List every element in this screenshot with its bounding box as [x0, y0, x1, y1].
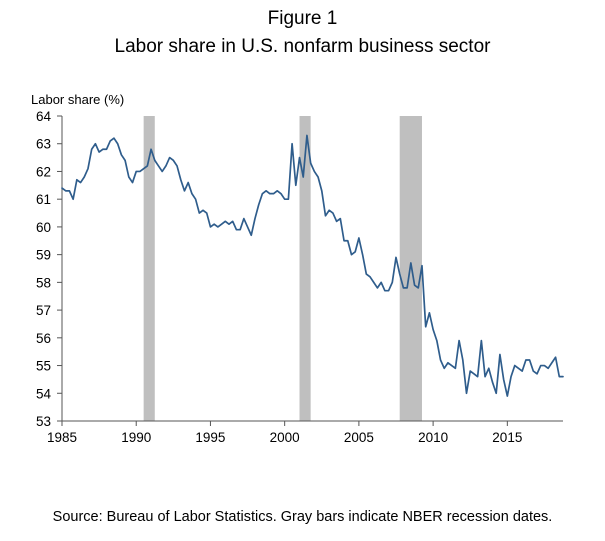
y-tick-label-60: 60: [36, 220, 51, 235]
recession-bars: [143, 116, 422, 421]
recession-bar-2: [299, 116, 311, 421]
x-tick-label-1985: 1985: [47, 430, 77, 445]
y-tick-label-58: 58: [36, 275, 51, 290]
source-note: Source: Bureau of Labor Statistics. Gray…: [52, 509, 553, 525]
y-tick-label-61: 61: [36, 192, 51, 207]
y-axis-label: Labor share (%): [31, 92, 124, 107]
y-tick-label-53: 53: [36, 414, 51, 429]
series-layer: [61, 134, 564, 397]
y-tick-label-59: 59: [36, 248, 51, 263]
series-line-1: [61, 134, 564, 397]
y-tick-label-64: 64: [36, 109, 52, 124]
y-tick-label-54: 54: [36, 386, 52, 401]
y-tick-label-63: 63: [36, 137, 51, 152]
x-tick-label-1995: 1995: [195, 430, 225, 445]
x-tick-label-2000: 2000: [270, 430, 300, 445]
x-tick-label-2010: 2010: [418, 430, 448, 445]
x-tick-label-2005: 2005: [344, 430, 374, 445]
chart-title: Labor share in U.S. nonfarm business sec…: [114, 36, 491, 57]
recession-bar-1: [143, 116, 155, 421]
x-tick-label-2015: 2015: [492, 430, 522, 445]
chart-svg: Labor share (%) 53 54 55 56 57 58 59 60 61 62 63 64…: [31, 92, 564, 445]
y-tick-label-55: 55: [36, 359, 51, 374]
axes: 53 54 55 56 57 58 59 60 61 62 63 64 1985 1990 1995 2000…: [36, 109, 563, 445]
y-tick-label-56: 56: [36, 331, 51, 346]
y-tick-label-57: 57: [36, 303, 51, 318]
figure-label: Figure 1: [267, 8, 338, 29]
x-tick-label-1990: 1990: [121, 430, 151, 445]
y-tick-label-62: 62: [36, 164, 51, 179]
